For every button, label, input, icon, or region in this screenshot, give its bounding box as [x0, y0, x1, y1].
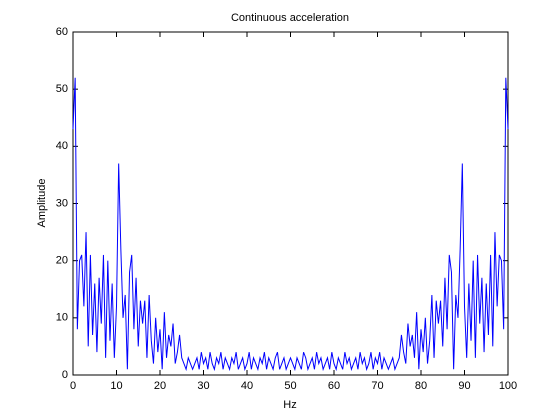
x-tick-label: 40 [241, 380, 253, 392]
x-tick-label: 100 [499, 380, 517, 392]
x-tick-label: 60 [328, 380, 340, 392]
y-tick-label: 0 [62, 369, 68, 381]
x-axis-label: Hz [283, 399, 296, 411]
y-tick-label: 40 [56, 140, 68, 152]
x-tick-label: 0 [70, 380, 76, 392]
x-tick-label: 10 [110, 380, 122, 392]
data-line [72, 77, 509, 372]
x-tick-label: 70 [371, 380, 383, 392]
y-tick-label: 50 [56, 83, 68, 95]
y-tick-label: 60 [56, 26, 68, 38]
x-tick-label: 80 [415, 380, 427, 392]
y-tick-label: 10 [56, 312, 68, 324]
y-tick-label: 20 [56, 255, 68, 267]
x-tick-label: 20 [154, 380, 166, 392]
x-tick-label: 90 [458, 380, 470, 392]
y-tick-label: 30 [56, 197, 68, 209]
chart-title: Continuous acceleration [231, 12, 349, 24]
y-axis-label: Amplitude [36, 179, 48, 228]
x-tick-label: 30 [197, 380, 209, 392]
x-tick-label: 50 [284, 380, 296, 392]
plot-box [72, 31, 509, 376]
